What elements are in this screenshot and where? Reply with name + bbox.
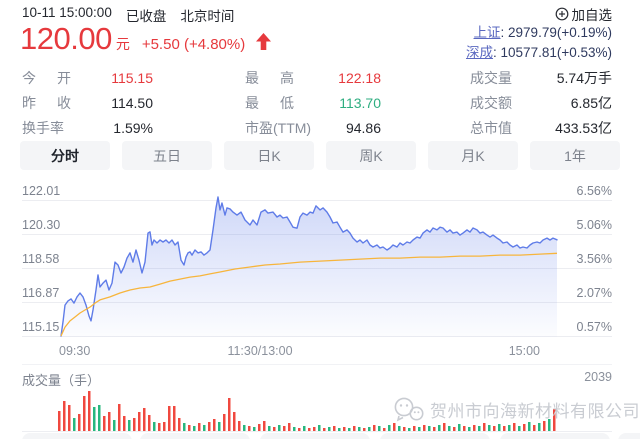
currency-unit: 元 (115, 36, 130, 52)
price-row: 120.00 元 +5.50 (+4.80%) (20, 21, 272, 56)
up-arrow-icon (256, 33, 272, 50)
timezone-label: 北京时间 (180, 9, 235, 24)
bottom-button-4[interactable] (380, 433, 490, 439)
period-tabs: 分时 五日 日K 周K 月K 1年 (20, 141, 620, 170)
market-indices: 上证: 2979.79(+0.19%) 深成: 10577.81(+0.53%) (466, 23, 612, 63)
bottom-button-2[interactable] (140, 433, 250, 439)
stat-pe-value: 94.86 (345, 120, 381, 136)
stat-prev-close-label: 昨收 (22, 95, 71, 111)
quote-header-meta: 10-11 15:00:00 已收盘 北京时间 (22, 5, 234, 25)
stat-open-label: 今开 (22, 70, 71, 86)
stat-prev-close: 昨收 114.50 (22, 93, 153, 113)
stat-prev-close-value: 114.50 (111, 95, 153, 111)
index-shanghai[interactable]: 上证: 2979.79(+0.19%) (466, 23, 612, 43)
tab-daily-k[interactable]: 日K (224, 141, 314, 170)
tab-intraday[interactable]: 分时 (20, 141, 110, 170)
watermark-text: 贺州市向海新材料有限公司 (430, 402, 640, 421)
stat-high: 最高 122.18 (245, 68, 381, 88)
y-axis-price-4: 116.87 (22, 286, 60, 300)
x-axis-midday-time: 11:30/13:00 (227, 344, 293, 358)
stat-volume-value: 5.74万手 (556, 70, 612, 86)
bottom-button-3[interactable] (260, 433, 370, 439)
tab-monthly-k-label: 月K (461, 147, 485, 164)
quote-datetime: 10-11 15:00:00 (22, 5, 112, 20)
y-axis-pct-5: 0.57% (576, 320, 612, 334)
volume-pane-label: 成交量（手） (22, 373, 101, 388)
stat-amount: 成交额 6.85亿 (470, 93, 612, 113)
y-axis-pct-3: 3.56% (576, 252, 612, 266)
index-shenzhen-label: 深成 (466, 45, 494, 60)
stat-high-value: 122.18 (338, 70, 381, 86)
y-axis-price-3: 118.58 (22, 252, 60, 266)
stat-volume-label: 成交量 (470, 70, 512, 86)
y-axis-price-2: 120.30 (22, 218, 61, 232)
index-shenzhen[interactable]: 深成: 10577.81(+0.53%) (466, 43, 612, 63)
last-price: 120.00 (20, 21, 112, 56)
tab-1year-label: 1年 (564, 147, 586, 164)
stat-low-label: 最低 (245, 95, 294, 111)
x-axis-close-time: 15:00 (508, 344, 540, 358)
y-axis-pct-4: 2.07% (576, 286, 612, 300)
tab-5day[interactable]: 五日 (122, 141, 212, 170)
tab-weekly-k[interactable]: 周K (326, 141, 416, 170)
bottom-button-6[interactable] (618, 433, 640, 439)
stat-amount-value: 6.85亿 (570, 95, 612, 111)
market-status: 已收盘 (125, 9, 167, 24)
x-axis-open-time: 09:30 (59, 344, 91, 358)
stat-open-value: 115.15 (111, 70, 153, 86)
y-axis-price-5: 115.15 (22, 320, 60, 334)
index-shenzhen-value: : 10577.81(+0.53%) (493, 45, 612, 60)
index-shanghai-value: : 2979.79(+0.19%) (500, 25, 612, 40)
tab-5day-label: 五日 (153, 147, 181, 164)
tab-1year[interactable]: 1年 (530, 141, 620, 170)
tab-daily-k-label: 日K (257, 147, 281, 164)
y-axis-pct-1: 6.56% (576, 184, 612, 198)
add-watchlist-button[interactable]: 加自选 (555, 4, 613, 24)
stat-low: 最低 113.70 (245, 93, 381, 113)
wechat-icon (394, 397, 424, 422)
stat-open: 今开 115.15 (22, 68, 153, 88)
stat-mktcap-value: 433.53亿 (555, 120, 612, 136)
bottom-button-5[interactable] (500, 433, 610, 439)
price-change: +5.50 (+4.80%) (141, 36, 246, 53)
stat-pe-label: 市盈(TTM) (245, 120, 312, 136)
stat-turnover-value: 1.59% (113, 120, 153, 136)
stat-turnover-label: 换手率 (22, 120, 64, 136)
stat-high-label: 最高 (245, 70, 294, 86)
volume-max-value: 2039 (584, 370, 612, 384)
bottom-button-1[interactable] (22, 433, 132, 439)
tab-monthly-k[interactable]: 月K (428, 141, 518, 170)
stat-amount-label: 成交额 (470, 95, 512, 111)
add-watchlist-label: 加自选 (571, 8, 613, 23)
index-shanghai-label: 上证 (473, 25, 501, 40)
watermark: 贺州市向海新材料有限公司 (393, 396, 640, 423)
circle-plus-icon (555, 7, 568, 21)
stat-volume: 成交量 5.74万手 (470, 68, 612, 88)
stat-pe: 市盈(TTM) 94.86 (245, 118, 381, 138)
y-axis-pct-2: 5.06% (576, 218, 612, 232)
tab-intraday-label: 分时 (51, 147, 79, 164)
stat-turnover: 换手率 1.59% (22, 118, 153, 138)
y-axis-price-1: 122.01 (22, 184, 61, 198)
stat-mktcap-label: 总市值 (470, 120, 512, 136)
tab-weekly-k-label: 周K (359, 147, 383, 164)
stat-mktcap: 总市值 433.53亿 (470, 118, 612, 138)
stat-low-value: 113.70 (339, 95, 381, 111)
